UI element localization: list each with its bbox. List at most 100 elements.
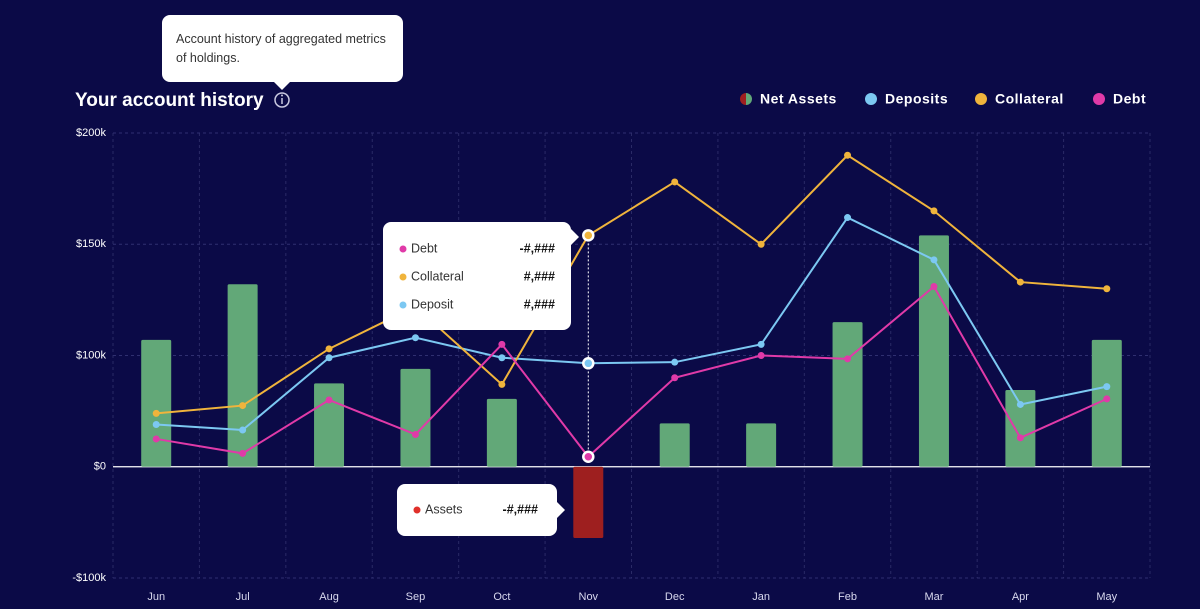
legend-label: Net Assets — [760, 91, 837, 107]
legend-icon — [975, 93, 987, 105]
point — [582, 450, 595, 463]
bar — [746, 423, 777, 467]
point — [239, 449, 247, 457]
legend-item[interactable]: Net Assets — [740, 91, 837, 107]
bar — [659, 423, 690, 467]
point — [1103, 383, 1111, 391]
point — [1016, 278, 1024, 286]
bar — [573, 466, 604, 538]
point — [325, 354, 333, 362]
tooltip-value: #,### — [524, 269, 555, 283]
point — [671, 358, 679, 366]
legend-item[interactable]: Debt — [1093, 91, 1146, 107]
legend-icon — [746, 93, 752, 105]
y-tick-label: -$100k — [72, 572, 106, 584]
point — [844, 151, 852, 159]
bar — [918, 235, 949, 467]
bar — [1005, 389, 1036, 467]
tooltip-dot — [399, 245, 407, 253]
x-tick-label: Jul — [236, 591, 250, 603]
point — [325, 345, 333, 353]
line — [156, 284, 1108, 459]
y-tick-label: $150k — [76, 238, 106, 250]
y-tick-label: $0 — [94, 461, 106, 473]
tooltip-label: Debt — [411, 241, 438, 255]
y-tick-label: $200k — [76, 127, 106, 139]
legend-label: Deposits — [885, 91, 948, 107]
legend-icon — [740, 93, 746, 105]
info-tooltip: Account history of aggregated metrics of… — [176, 32, 386, 65]
point — [757, 352, 765, 359]
tooltip-value: #,### — [524, 297, 555, 311]
x-tick-label: Nov — [579, 591, 599, 603]
x-tick-label: Apr — [1012, 591, 1029, 603]
info-tooltip-text: Account history of aggregated metrics of… — [176, 32, 386, 65]
point — [930, 283, 938, 291]
legend-icon — [1093, 93, 1105, 105]
point — [152, 435, 160, 443]
x-tick-label: Sep — [406, 591, 426, 603]
point — [498, 354, 506, 362]
bar — [486, 398, 517, 467]
tooltip-value: -#,### — [503, 502, 538, 516]
point — [930, 207, 938, 215]
x-tick-label: May — [1096, 591, 1117, 603]
bar — [1091, 339, 1122, 467]
tooltip-label: Assets — [425, 502, 463, 516]
tooltip-label: Collateral — [411, 269, 464, 283]
chart-title: Your account history — [75, 90, 264, 111]
legend-item[interactable]: Deposits — [865, 91, 948, 107]
point — [498, 380, 506, 388]
point — [582, 357, 595, 370]
point — [1016, 434, 1024, 442]
x-tick-label: Jun — [147, 591, 165, 603]
point — [239, 402, 247, 410]
line — [156, 216, 1107, 432]
point — [152, 409, 160, 417]
x-tick-label: Aug — [319, 591, 339, 603]
point — [411, 334, 419, 342]
tooltip-label: Deposit — [411, 297, 454, 311]
point — [844, 214, 852, 222]
tooltip-dot — [399, 273, 407, 281]
point — [152, 420, 160, 428]
tooltip-value: -#,### — [520, 241, 555, 255]
bar — [832, 322, 863, 467]
x-tick-label: Oct — [493, 591, 510, 603]
point — [1016, 400, 1024, 408]
point — [1103, 395, 1111, 403]
point — [411, 430, 419, 438]
info-icon[interactable] — [274, 92, 290, 108]
legend-item[interactable]: Collateral — [975, 91, 1064, 107]
tooltip-dot — [413, 506, 421, 514]
point — [671, 178, 679, 186]
legend-label: Debt — [1113, 91, 1146, 107]
point — [930, 256, 938, 264]
line — [156, 153, 1107, 415]
y-tick-label: $100k — [76, 349, 106, 361]
info-tooltip-box — [162, 15, 403, 90]
legend-label: Collateral — [995, 91, 1064, 107]
point — [325, 396, 333, 404]
point — [757, 240, 765, 248]
x-tick-label: Mar — [924, 591, 943, 603]
point — [671, 374, 679, 382]
bar — [141, 339, 172, 467]
legend-icon — [865, 93, 877, 105]
point — [1103, 285, 1111, 293]
point — [757, 340, 765, 348]
x-tick-label: Feb — [838, 591, 857, 603]
bar — [227, 284, 258, 467]
bar — [314, 383, 345, 467]
point — [498, 340, 506, 348]
bar — [400, 368, 431, 467]
x-tick-label: Jan — [752, 591, 770, 603]
tooltip-dot — [399, 301, 407, 309]
point — [844, 355, 852, 363]
assets-tooltip-box — [397, 484, 565, 536]
point — [582, 229, 595, 242]
point — [239, 426, 247, 434]
x-tick-label: Dec — [665, 591, 685, 603]
hover-tooltip-box — [383, 222, 579, 330]
